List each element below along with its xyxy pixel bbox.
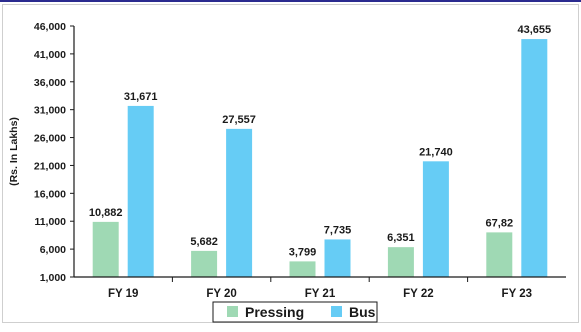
x-tick-label: FY 23 [502,288,532,300]
data-label: 5,682 [190,236,218,248]
data-label: 3,799 [289,246,317,258]
y-tick-label: 31,000 [34,105,66,117]
legend: Pressing Bus [212,301,378,323]
legend-entry: Pressing [245,304,304,320]
bar-bus [324,239,351,277]
bar-pressing [486,232,513,277]
bar-bus [127,105,154,277]
y-tick-label: 1,000 [40,272,66,284]
data-label: 10,882 [89,207,123,219]
y-axis-title: (Rs. In Lakhs) [8,117,20,186]
data-label: 31,671 [124,91,158,103]
x-tick-label: FY 21 [305,288,336,300]
bar-pressing [92,221,119,277]
data-label: 27,557 [222,114,256,126]
x-tick-label: FY 22 [403,288,433,300]
bar-bus [521,39,548,277]
legend-swatch [227,306,238,317]
y-tick-label: 41,000 [34,49,66,61]
y-tick-label: 36,000 [34,77,66,89]
y-axis-ticks: 1,000 6,000 11,000 16,000 21,000 26,000 31,000… [34,21,74,284]
y-tick-label: 11,000 [34,216,66,228]
x-tick-label: FY 19 [108,288,138,300]
bar-bus [226,128,253,277]
y-tick-label: 26,000 [34,133,66,145]
x-axis-categories: FY 19 FY 20 FY 21 FY 22 FY 23 [108,277,532,300]
bar-pressing [289,261,316,277]
legend-entry: Bus [349,304,376,320]
legend-swatch [331,306,342,317]
data-label: 67,82 [486,217,514,229]
data-label: 6,351 [387,232,415,244]
y-tick-label: 46,000 [34,21,66,33]
bar-pressing [387,247,414,277]
data-label: 21,740 [419,146,453,158]
bars [92,39,548,277]
data-label: 43,655 [517,24,551,36]
data-label: 7,735 [324,224,352,236]
data-labels: 10,882 5,682 3,799 6,351 67,82 31,671 27,557 7,… [89,24,551,258]
y-tick-label: 6,000 [40,244,66,256]
y-tick-label: 16,000 [34,188,66,200]
bar-pressing [191,250,218,277]
x-tick-label: FY 20 [206,288,236,300]
bar-bus [422,161,449,277]
y-tick-label: 21,000 [34,160,66,172]
